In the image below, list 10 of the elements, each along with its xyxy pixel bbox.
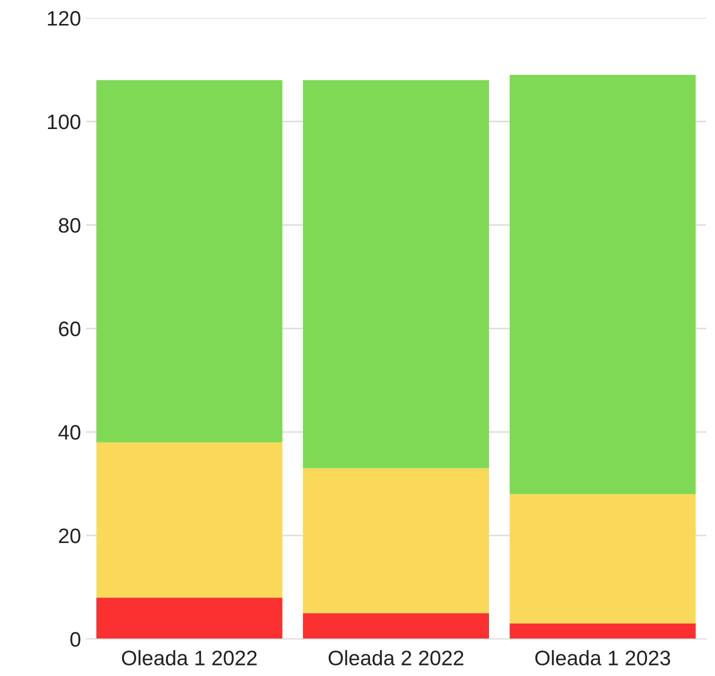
y-tick-label: 100: [48, 114, 80, 130]
x-tick-label: Oleada 2 2022: [328, 650, 464, 666]
y-tick-label: 80: [58, 218, 80, 233]
y-tick-label: 40: [58, 425, 80, 440]
x-tick-label: Oleada 1 2023: [535, 650, 670, 666]
y-tick-label: 0: [70, 632, 80, 647]
y-tick-label: 120: [48, 11, 80, 26]
y-tick-label: 20: [59, 528, 80, 544]
x-tick-label: Oleada 1 2022: [122, 650, 257, 666]
y-tick-label: 60: [59, 322, 80, 336]
